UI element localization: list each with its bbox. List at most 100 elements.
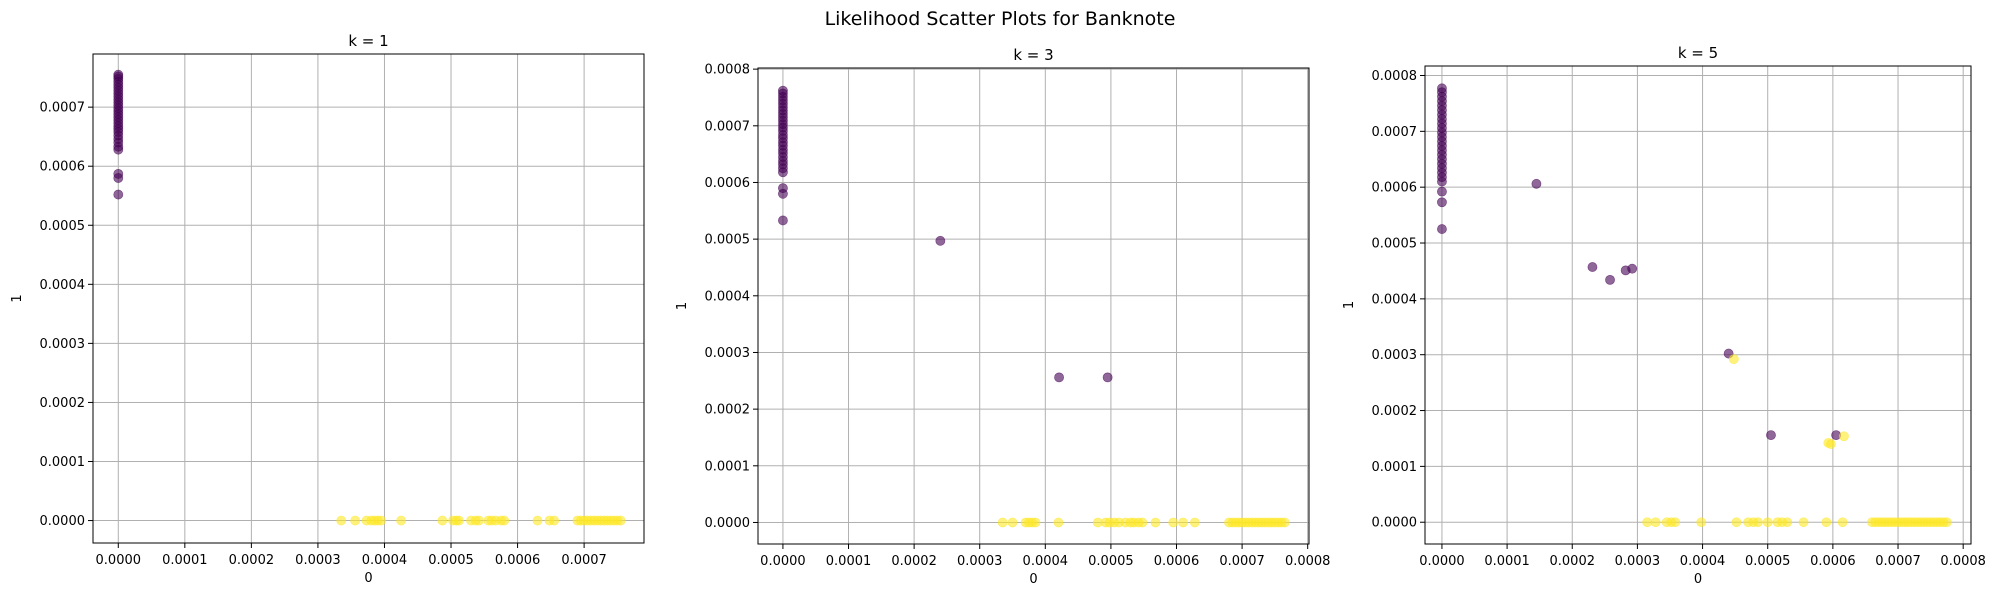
x-tick-label: 0.0006 [1154,554,1200,569]
panel-title: k = 1 [348,32,388,50]
x-tick-label: 0.0003 [957,554,1003,569]
x-tick-label: 0.0003 [1615,554,1661,569]
y-tick-label: 0.0007 [705,119,751,134]
data-point-class-1 [396,515,407,526]
data-point-class-0 [1102,372,1113,383]
data-point-class-0 [935,235,946,246]
data-point-class-1 [1762,517,1773,528]
y-tick-label: 0.0006 [40,160,86,175]
x-tick-label: 0.0008 [1285,554,1331,569]
data-point-class-1 [1731,517,1742,528]
y-tick-label: 0.0003 [1372,348,1418,363]
data-point-class-1 [1189,517,1200,528]
data-point-class-1 [474,515,484,526]
data-point-class-1 [1030,517,1041,528]
x-axis-label: 0 [1694,572,1702,587]
axes-frame [92,53,645,544]
y-tick-label: 0.0000 [1372,516,1418,531]
x-tick-label: 0.0007 [561,553,607,568]
panel-title: k = 5 [1678,44,1718,62]
x-tick-label: 0.0001 [162,553,208,568]
data-point-class-1 [1696,517,1707,528]
axes-frame [757,67,1310,545]
y-tick-label: 0.0006 [705,176,751,191]
x-tick-label: 0.0000 [760,554,806,569]
data-point-class-1 [1728,354,1739,365]
axes-frame [1424,65,1972,545]
panel-title: k = 3 [1013,46,1053,64]
data-point-class-1 [350,515,361,526]
y-tick-label: 0.0008 [1372,69,1418,84]
y-tick-label: 0.0007 [1372,125,1418,140]
data-point-class-0 [1437,197,1447,208]
y-tick-label: 0.0004 [40,278,86,293]
data-point-class-1 [499,515,510,526]
data-point-class-0 [1437,186,1447,197]
data-point-class-1 [336,515,347,526]
panel-k3: 0.0000 0.0001 0.0002 0.0003 0.0004 0.0005 0.00… [675,46,1330,587]
y-tick-label: 0.0003 [40,337,86,352]
data-point-class-0 [1766,430,1776,441]
data-point-class-1 [376,515,387,526]
y-tick-label: 0.0002 [705,403,751,418]
data-point-class-0 [1437,83,1447,94]
y-tick-label: 0.0007 [40,101,86,116]
data-point-class-1 [1798,517,1809,528]
data-point-class-1 [1279,517,1290,528]
data-point-class-1 [1753,517,1763,528]
y-tick-label: 0.0001 [40,455,86,470]
x-tick-label: 0.0004 [1680,554,1726,569]
data-point-class-1 [1782,517,1793,528]
data-point-class-1 [1053,517,1064,528]
data-point-class-1 [615,515,626,526]
data-point-class-1 [1007,517,1018,528]
data-point-class-1 [1178,517,1188,528]
data-point-class-1 [1150,517,1161,528]
data-point-class-0 [1437,224,1447,234]
data-point-class-0 [778,183,788,194]
x-tick-label: 0.0005 [428,553,474,568]
y-tick-label: 0.0004 [705,289,751,304]
panel-k1: 0.0000 0.0001 0.0002 0.0003 0.0004 0.0005 0.00… [10,32,645,586]
y-tick-label: 0.0006 [1372,181,1418,196]
x-tick-label: 0.0001 [826,554,872,569]
x-tick-label: 0.0000 [96,553,142,568]
x-tick-label: 0.0002 [1550,554,1596,569]
data-point-class-0 [1587,262,1598,272]
y-axis-label: 1 [675,302,690,310]
data-point-class-1 [1826,439,1836,449]
data-point-class-0 [1531,178,1542,189]
y-tick-label: 0.0001 [705,459,751,474]
x-tick-label: 0.0001 [1484,554,1530,569]
data-point-class-0 [1605,274,1615,285]
x-tick-label: 0.0002 [891,554,937,569]
data-point-class-1 [1839,431,1849,442]
data-point-class-1 [1650,517,1661,528]
y-tick-label: 0.0000 [40,514,86,529]
y-tick-label: 0.0004 [1372,292,1418,307]
x-tick-label: 0.0006 [1810,554,1856,569]
x-tick-label: 0.0003 [295,553,341,568]
x-tick-label: 0.0007 [1219,554,1265,569]
data-point-class-0 [113,168,124,179]
data-point-class-1 [1642,517,1653,528]
data-point-class-1 [437,515,448,526]
data-point-class-1 [1821,517,1832,528]
x-tick-label: 0.0008 [1940,554,1986,569]
y-axis-label: 1 [10,294,25,302]
y-tick-label: 0.0002 [40,396,86,411]
y-tick-label: 0.0008 [705,63,751,78]
y-tick-label: 0.0005 [40,219,86,234]
y-tick-label: 0.0000 [705,516,751,531]
data-point-class-0 [778,85,788,96]
y-tick-label: 0.0005 [705,233,751,248]
x-axis-label: 0 [364,571,372,586]
data-point-class-1 [1837,517,1848,528]
data-point-class-1 [549,515,560,526]
y-tick-label: 0.0003 [705,346,751,361]
data-point-class-1 [454,515,464,526]
data-point-class-0 [1627,263,1638,274]
data-point-class-1 [532,515,543,526]
x-tick-label: 0.0006 [495,553,541,568]
